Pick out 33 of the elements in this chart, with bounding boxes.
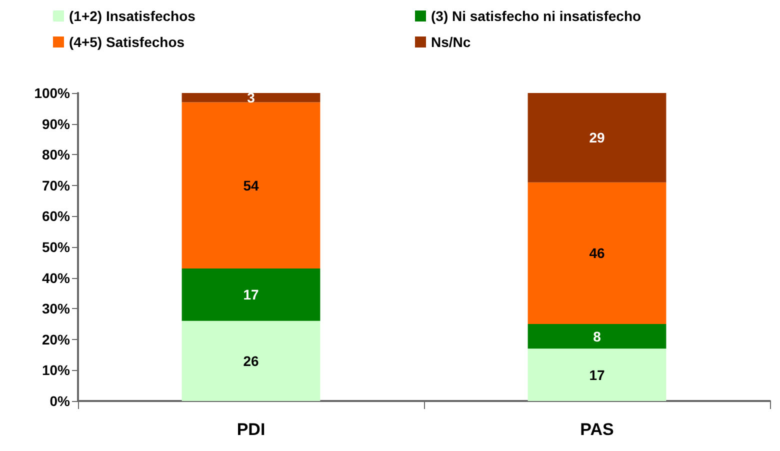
data-label: 26 bbox=[243, 352, 259, 369]
y-tick-label: 100% bbox=[34, 85, 71, 101]
y-tick-label: 90% bbox=[42, 116, 71, 132]
y-tick-label: 40% bbox=[42, 270, 71, 286]
y-tick-label: 60% bbox=[42, 208, 71, 224]
data-label: 46 bbox=[589, 245, 605, 262]
data-label: 29 bbox=[589, 130, 605, 146]
data-label: 17 bbox=[589, 366, 605, 383]
data-label: 8 bbox=[593, 328, 602, 344]
legend-label: (4+5) Satisfechos bbox=[69, 34, 185, 50]
legend-label: (3) Ni satisfecho ni insatisfecho bbox=[431, 8, 642, 24]
y-tick-label: 10% bbox=[42, 362, 71, 378]
bar bbox=[182, 320, 320, 401]
bar bbox=[182, 268, 320, 321]
data-label: 54 bbox=[243, 177, 259, 194]
legend-label: (1+2) Insatisfechos bbox=[69, 8, 196, 24]
data-label: 17 bbox=[243, 286, 259, 303]
bar bbox=[528, 93, 666, 182]
bar bbox=[182, 93, 320, 102]
x-tick-label: PDI bbox=[236, 420, 266, 439]
y-tick-label: 0% bbox=[50, 393, 71, 409]
y-tick-label: 30% bbox=[42, 300, 71, 317]
y-tick-label: 70% bbox=[42, 177, 71, 194]
y-tick-label: 80% bbox=[42, 146, 71, 163]
x-tick-label: PAS bbox=[580, 420, 614, 439]
bar bbox=[528, 348, 666, 401]
legend-label: Ns/Nc bbox=[431, 34, 471, 50]
y-tick-label: 20% bbox=[42, 331, 71, 348]
data-label: 3 bbox=[247, 90, 256, 106]
bar bbox=[182, 102, 320, 269]
y-tick-label: 50% bbox=[42, 239, 71, 255]
bar bbox=[528, 182, 666, 324]
bar bbox=[528, 324, 666, 349]
